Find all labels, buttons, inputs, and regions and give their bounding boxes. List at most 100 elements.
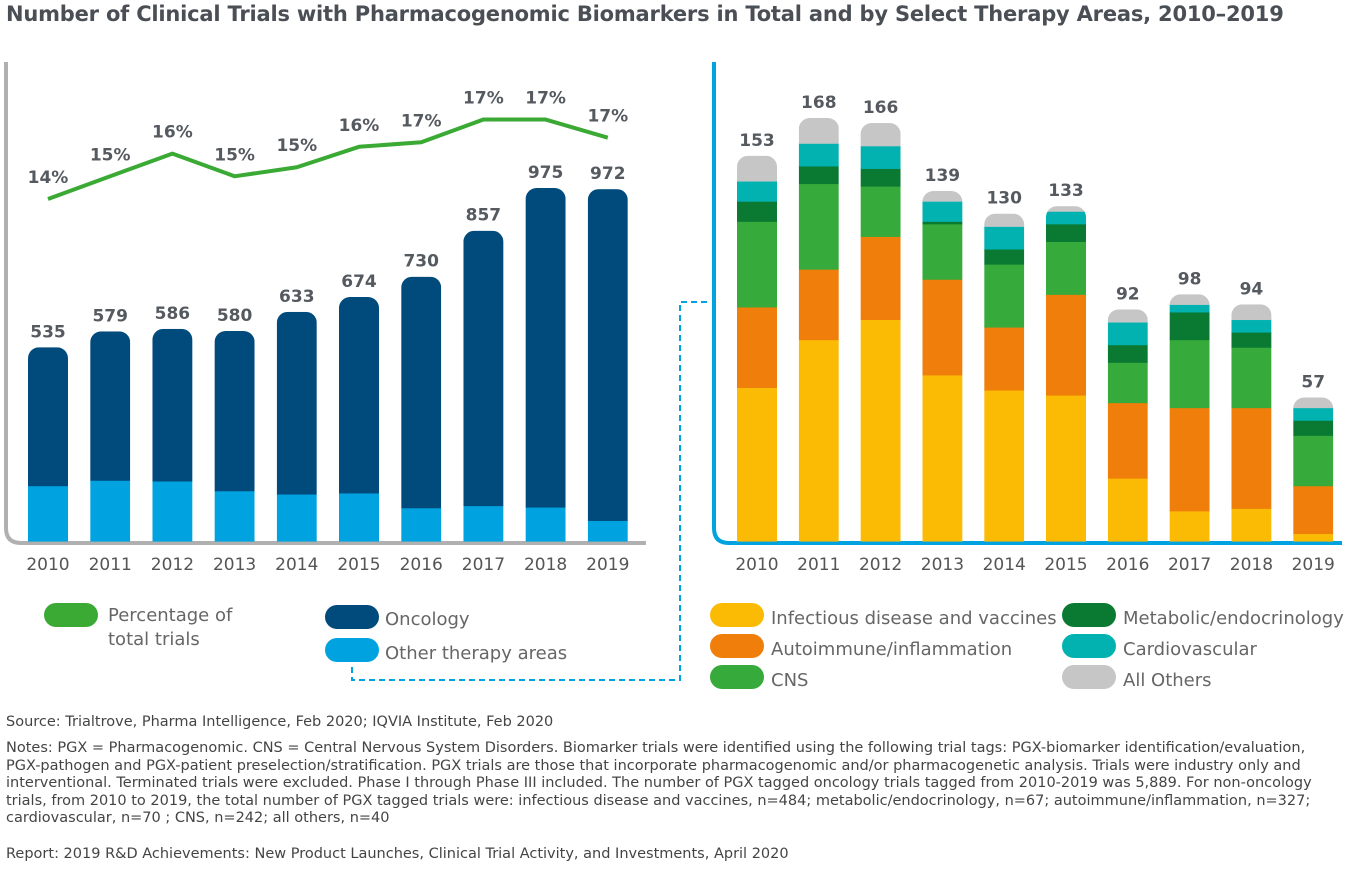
- percent-label: 15%: [90, 145, 131, 165]
- left-bar-3: [214, 331, 255, 542]
- right-segment-infectious: [1046, 394, 1086, 542]
- right-segment-cardio: [922, 201, 963, 222]
- left-bar-2: [152, 328, 193, 542]
- right-segment-autoimmune: [1293, 485, 1334, 535]
- right-segment-others: [798, 118, 839, 144]
- right-x-tick-label: 2013: [921, 555, 964, 575]
- left-segment-other: [525, 506, 566, 542]
- legend-cns-swatch: [710, 665, 764, 689]
- right-bar-2: [860, 123, 901, 542]
- legend-percent-label-line2: total trials: [108, 629, 200, 650]
- right-segment-others: [922, 191, 963, 202]
- right-segment-cardio: [1107, 321, 1148, 346]
- right-segment-cardio: [1231, 319, 1272, 333]
- left-segment-oncology: [525, 188, 566, 508]
- right-segment-infectious: [922, 374, 963, 542]
- right-segment-autoimmune: [1046, 294, 1086, 396]
- right-value-label: 153: [739, 131, 775, 151]
- right-segment-metabolic: [922, 221, 963, 225]
- legend-oncology-label: Oncology: [385, 609, 470, 630]
- legend-cardio-label: Cardiovascular: [1123, 639, 1258, 660]
- left-value-label: 579: [92, 306, 128, 326]
- percent-label: 16%: [339, 116, 380, 136]
- right-segment-others: [1231, 304, 1272, 321]
- right-value-label: 130: [986, 189, 1022, 209]
- percent-line-group: 14% 15% 16% 15% 15% 16% 17% 17% 17% 17%: [28, 89, 628, 201]
- left-value-label: 586: [155, 304, 191, 324]
- right-value-label: 133: [1048, 181, 1084, 201]
- left-value-label: 857: [466, 206, 502, 226]
- right-bar-5: [1046, 206, 1086, 542]
- legend-infectious-label: Infectious disease and vaccines: [771, 608, 1057, 629]
- right-x-tick-label: 2014: [983, 555, 1026, 575]
- right-segment-metabolic: [1293, 420, 1334, 436]
- left-segment-oncology: [401, 276, 442, 509]
- left-bar-5: [339, 296, 379, 542]
- right-segment-autoimmune: [984, 326, 1025, 391]
- right-segment-cns: [860, 185, 901, 237]
- left-segment-oncology: [214, 331, 255, 492]
- right-value-label: 168: [801, 93, 837, 113]
- right-bar-0: [737, 155, 777, 542]
- left-bars-group: 535 579 586 580 633 674 730 857 975 972: [28, 163, 628, 542]
- left-bar-1: [90, 331, 131, 542]
- right-segment-infectious: [860, 319, 901, 542]
- right-value-label: 139: [925, 166, 961, 186]
- notes-text: Notes: PGX = Pharmacogenomic. CNS = Cent…: [6, 740, 1312, 826]
- left-x-tick-label: 2010: [26, 555, 69, 575]
- source-text: Source: Trialtrove, Pharma Intelligence,…: [6, 714, 554, 730]
- left-x-tick-label: 2019: [586, 555, 629, 575]
- right-segment-metabolic: [1046, 223, 1086, 242]
- right-segment-cns: [1231, 347, 1272, 409]
- chart-canvas: 535 579 586 580 633 674 730 857 975 972 14% 15% 16%…: [4, 62, 1344, 691]
- right-x-tick-label: 2010: [735, 555, 778, 575]
- left-segment-other: [401, 507, 442, 542]
- right-segment-metabolic: [1169, 311, 1210, 341]
- right-x-tick-label: 2016: [1106, 555, 1149, 575]
- right-value-label: 57: [1301, 372, 1325, 392]
- legend-metabolic-swatch: [1062, 603, 1116, 627]
- left-segment-other: [152, 480, 193, 542]
- right-segment-infectious: [984, 389, 1025, 542]
- left-value-label: 535: [30, 322, 66, 342]
- right-segment-others: [984, 213, 1025, 227]
- right-segment-metabolic: [1107, 344, 1148, 363]
- right-bar-9: [1293, 397, 1334, 542]
- left-bar-8: [525, 188, 566, 542]
- right-segment-infectious: [737, 387, 777, 542]
- right-segment-cardio: [1046, 211, 1086, 225]
- left-x-tick-label: 2017: [462, 555, 505, 575]
- right-x-tick-label: 2015: [1044, 555, 1087, 575]
- left-x-tick-label: 2014: [275, 555, 318, 575]
- right-segment-autoimmune: [737, 306, 777, 389]
- right-segment-cardio: [860, 145, 901, 169]
- right-segment-metabolic: [1231, 332, 1272, 348]
- left-segment-other: [28, 485, 68, 542]
- right-segment-metabolic: [860, 168, 901, 187]
- left-value-label: 674: [341, 272, 377, 292]
- right-segment-autoimmune: [860, 236, 901, 321]
- right-segment-cardio: [984, 226, 1025, 250]
- right-segment-cns: [984, 264, 1025, 328]
- right-x-tick-label: 2017: [1168, 555, 1211, 575]
- percent-label: 17%: [587, 107, 628, 127]
- left-value-label: 580: [217, 306, 253, 326]
- left-bar-0: [28, 347, 68, 542]
- report-text: Report: 2019 R&D Achievements: New Produ…: [6, 846, 789, 862]
- right-segment-autoimmune: [798, 269, 839, 341]
- right-segment-others: [1169, 294, 1210, 305]
- right-segment-cns: [922, 223, 963, 280]
- left-x-tick-label: 2016: [400, 555, 443, 575]
- right-segment-cns: [798, 183, 839, 270]
- left-value-label: 730: [403, 252, 439, 272]
- legend-percent-swatch: [44, 603, 98, 627]
- right-segment-cns: [1046, 241, 1086, 295]
- left-x-tick-label: 2012: [151, 555, 194, 575]
- left-segment-oncology: [463, 230, 504, 507]
- right-value-label: 94: [1240, 279, 1264, 299]
- right-segment-others: [1293, 397, 1334, 409]
- left-value-label: 633: [279, 287, 315, 307]
- right-bar-6: [1107, 309, 1148, 542]
- right-segment-cns: [737, 221, 777, 308]
- legend-autoimmune-swatch: [710, 634, 764, 658]
